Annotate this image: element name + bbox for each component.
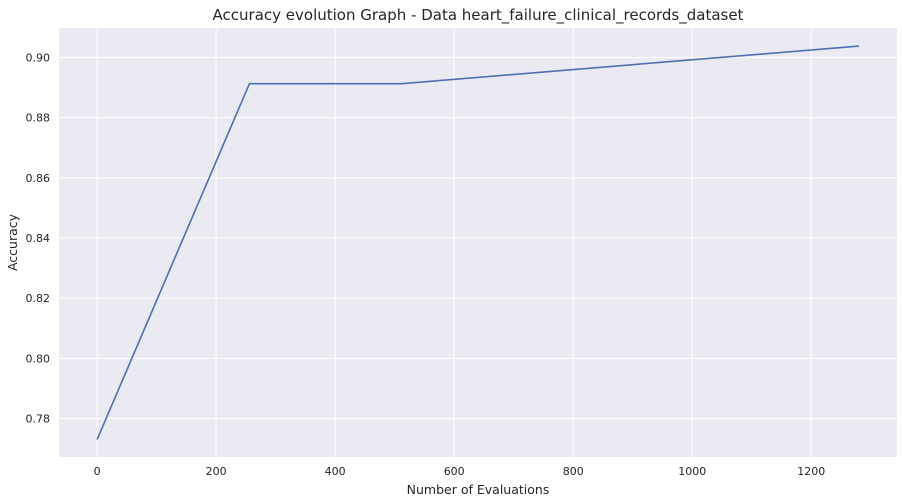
- x-axis-label: Number of Evaluations: [407, 482, 550, 497]
- x-tick-label: 600: [444, 465, 465, 478]
- x-tick-label: 200: [206, 465, 227, 478]
- y-tick-label: 0.78: [26, 412, 51, 425]
- x-tick-label: 0: [94, 465, 101, 478]
- x-tick-label: 1200: [797, 465, 825, 478]
- x-tick-label: 1000: [678, 465, 706, 478]
- series-line: [96, 45, 859, 440]
- plot-area: [59, 28, 897, 457]
- x-tick-label: 800: [563, 465, 584, 478]
- x-axis-ticks: 0 200 400 600 800 1000 1200: [94, 465, 826, 478]
- grid-lines: [59, 28, 897, 457]
- y-axis-label: Accuracy: [5, 213, 20, 271]
- series-layer: [96, 45, 859, 440]
- y-tick-label: 0.90: [26, 51, 51, 64]
- y-axis-ticks: 0.78 0.80 0.82 0.84 0.86 0.88 0.90: [26, 51, 51, 425]
- y-tick-label: 0.86: [26, 172, 51, 185]
- y-tick-label: 0.88: [26, 112, 51, 125]
- y-tick-label: 0.80: [26, 352, 51, 365]
- y-tick-label: 0.82: [26, 292, 51, 305]
- y-tick-label: 0.84: [26, 232, 51, 245]
- chart-title: Accuracy evolution Graph - Data heart_fa…: [213, 6, 744, 25]
- x-tick-label: 400: [325, 465, 346, 478]
